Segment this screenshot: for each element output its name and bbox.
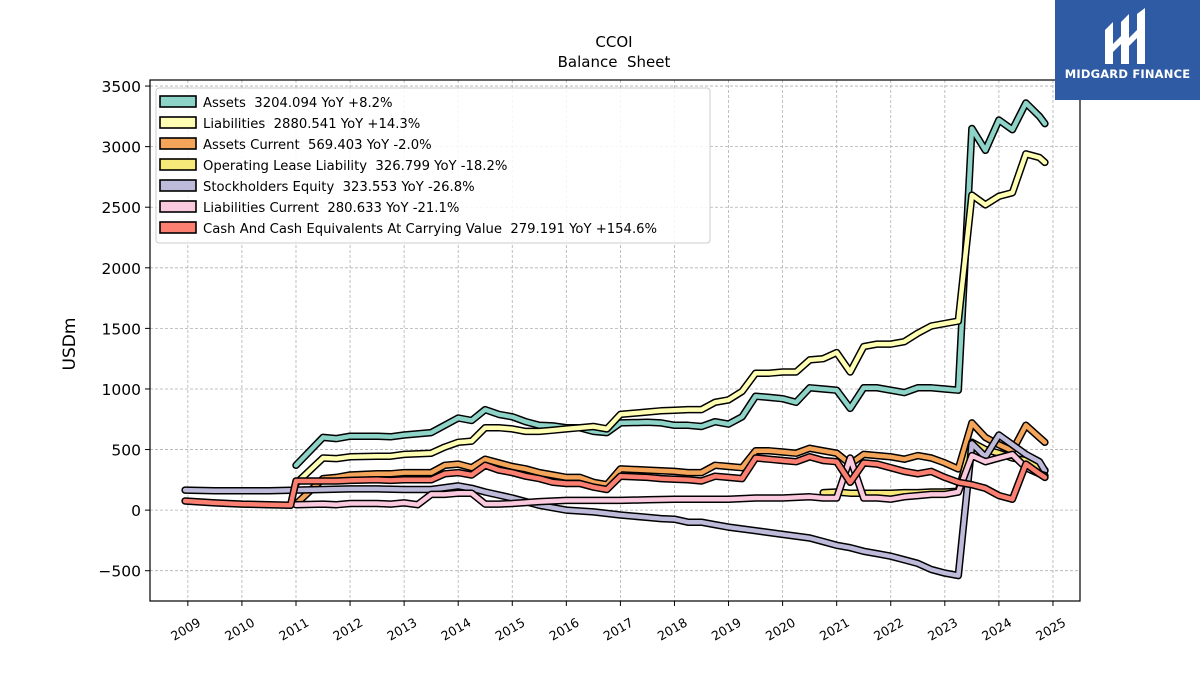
series-line <box>182 454 1048 508</box>
series-4 <box>181 431 1049 580</box>
legend-swatch <box>159 95 197 108</box>
series-line <box>182 432 1048 578</box>
series-0 <box>292 99 1049 470</box>
x-tick-label: 2015 <box>492 615 527 644</box>
x-tick-label: 2018 <box>655 615 690 644</box>
x-tick-label: 2022 <box>871 615 906 644</box>
series-line <box>293 151 1048 486</box>
x-tick-label: 2009 <box>168 615 203 644</box>
plot-frame <box>149 79 1081 602</box>
y-axis-label: USDm <box>60 318 80 371</box>
x-tick-label: 2023 <box>925 615 960 644</box>
legend-entry: Assets Current 569.403 YoY -2.0% <box>203 138 432 153</box>
y-tick-label: 3000 <box>102 139 141 157</box>
series-1 <box>292 150 1049 488</box>
x-tick-label: 2017 <box>601 615 636 644</box>
y-tick-label: 3500 <box>102 78 141 96</box>
legend-swatch <box>159 179 197 192</box>
legend-swatch <box>159 116 197 129</box>
y-tick-label: 1000 <box>102 381 141 399</box>
x-tick-label: 2019 <box>709 615 744 644</box>
x-tick-label: 2013 <box>384 615 419 644</box>
chart-subtitle: Balance Sheet <box>558 53 671 71</box>
x-tick-label: 2014 <box>438 615 473 644</box>
legend-entry: Assets 3204.094 YoY +8.2% <box>203 96 393 111</box>
legend-entry: Cash And Cash Equivalents At Carrying Va… <box>203 222 657 237</box>
series-2 <box>292 419 1049 508</box>
x-tick-label: 2010 <box>222 615 257 644</box>
x-tick-label: 2016 <box>547 615 582 644</box>
y-tick-label: 2500 <box>102 199 141 217</box>
legend: Assets 3204.094 YoY +8.2% Liabilities 288… <box>155 87 711 244</box>
series-line <box>293 452 1048 507</box>
x-tick-label: 2025 <box>1033 615 1068 644</box>
legend-entry: Liabilities Current 280.633 YoY -21.1% <box>203 201 459 216</box>
y-tick-label: 0 <box>131 502 141 520</box>
y-tick-label: 1500 <box>102 320 141 338</box>
y-tick-label: 2000 <box>102 260 141 278</box>
brand-logo: MIDGARD FINANCE <box>1055 0 1200 100</box>
legend-entry: Stockholders Equity 323.553 YoY -26.8% <box>203 180 475 195</box>
x-tick-label: 2011 <box>276 615 311 644</box>
chart-title: CCOI <box>595 33 632 51</box>
x-tick-label: 2021 <box>817 615 852 644</box>
legend-entry: Liabilities 2880.541 YoY +14.3% <box>203 117 420 132</box>
series-5 <box>292 450 1049 509</box>
series-6 <box>181 453 1049 510</box>
legend-entry: Operating Lease Liability 326.799 YoY -1… <box>203 159 507 174</box>
series-line <box>293 420 1048 507</box>
x-tick-label: 2024 <box>979 615 1014 644</box>
series-line <box>293 100 1048 468</box>
legend-swatch <box>159 137 197 150</box>
legend-swatch <box>159 158 197 171</box>
y-tick-label: 500 <box>111 442 141 460</box>
legend-swatch <box>159 200 197 213</box>
brand-logo-text: MIDGARD FINANCE <box>1064 67 1191 81</box>
legend-swatch <box>159 221 197 234</box>
x-tick-label: 2020 <box>763 615 798 644</box>
legend-box <box>155 87 711 244</box>
x-tick-label: 2012 <box>330 615 365 644</box>
midgard-logo-icon <box>1105 8 1145 64</box>
y-tick-label: −500 <box>98 563 141 581</box>
